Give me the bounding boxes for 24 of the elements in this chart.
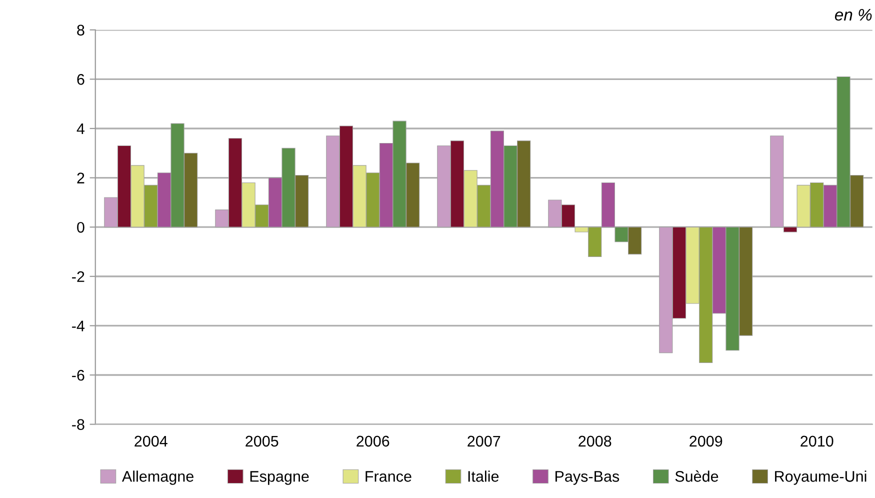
y-tick-label: 0	[77, 222, 84, 233]
x-tick-label: 2004	[134, 436, 168, 447]
x-tick-label: 2006	[356, 436, 390, 447]
y-tick-label: 4	[76, 124, 85, 134]
y-axis-title: en %	[834, 8, 872, 21]
legend-label: France	[366, 471, 412, 482]
x-tick-label: 2005	[246, 436, 278, 447]
legend-label: Suède	[675, 470, 718, 482]
y-tick-label: -8	[72, 419, 84, 430]
y-tick-label: 8	[77, 24, 84, 36]
y-tick-label: 6	[77, 74, 84, 85]
y-tick-label: 2	[77, 172, 84, 184]
legend-label: Italie	[468, 470, 499, 482]
x-tick-label: 2010	[800, 436, 834, 447]
y-tick-label: -6	[72, 370, 84, 381]
legend-label: Espagne	[250, 471, 309, 485]
legend-label: Royaume-Uni	[775, 470, 866, 485]
legend-label: Pays-Bas	[556, 471, 620, 485]
y-tick-label: -2	[72, 271, 84, 282]
legend-label: Allemagne	[122, 470, 194, 485]
x-tick-label: 2008	[578, 436, 612, 447]
x-tick-label: 2007	[468, 436, 500, 447]
y-tick-label: -4	[72, 320, 85, 332]
x-tick-label: 2009	[690, 436, 722, 447]
